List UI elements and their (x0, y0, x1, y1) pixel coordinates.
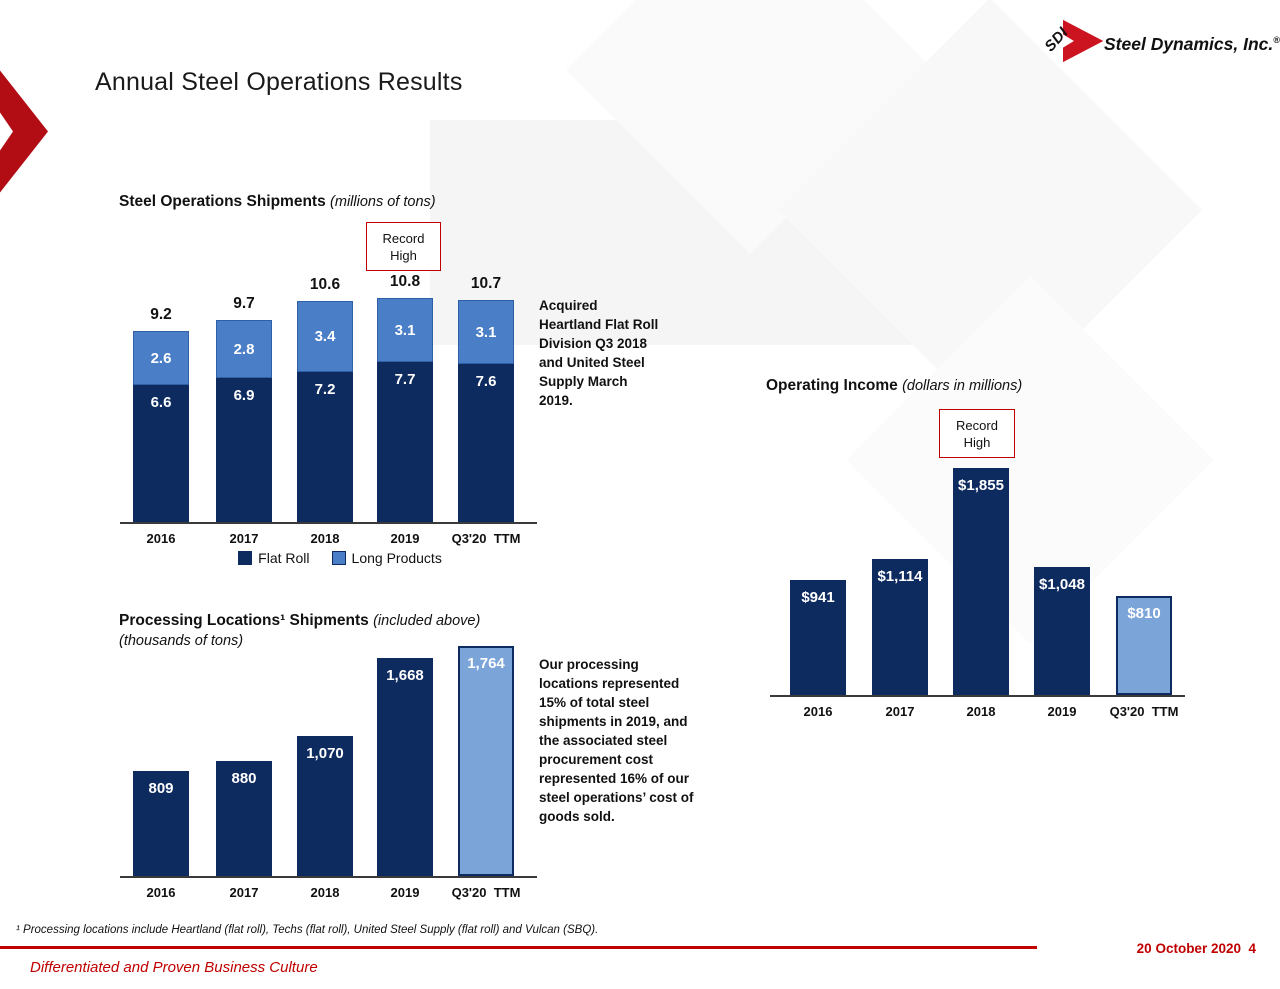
bar (133, 771, 189, 876)
bar-value-label: 7.2 (314, 381, 336, 398)
bar-value-label: $1,048 (1039, 576, 1085, 593)
bar-value-label: $810 (1127, 605, 1161, 622)
legend-item-flat-roll: Flat Roll (238, 550, 310, 566)
bar-segment-long-products (216, 320, 272, 378)
bar-value-label: 809 (148, 780, 174, 797)
bar (377, 658, 433, 876)
bar-total-label: 10.6 (309, 276, 341, 293)
bar-total-label: 9.2 (150, 306, 172, 323)
bar (1116, 596, 1172, 695)
bar (216, 761, 272, 876)
legend-item-long-products: Long Products (331, 550, 442, 566)
x-axis-label: 2019 (390, 885, 420, 900)
bar-segment-flat-roll (133, 385, 189, 522)
footer-tagline: Differentiated and Proven Business Cultu… (30, 959, 318, 976)
x-axis-label: 2018 (966, 704, 996, 719)
bar (872, 559, 928, 695)
bar-total-label: 10.7 (470, 275, 502, 292)
operating-income-title-text: Operating Income (766, 377, 898, 394)
bar-value-label: $1,114 (877, 568, 923, 585)
legend-label-flat-roll: Flat Roll (258, 550, 310, 566)
bar (790, 580, 846, 695)
bar-value-label: 2.6 (150, 349, 172, 367)
bar-value-label: 880 (231, 770, 257, 787)
bar-value-label: 2.8 (233, 340, 255, 358)
bar-value-label: 7.7 (394, 371, 416, 388)
bar-segment-long-products (377, 298, 433, 362)
shipments-chart-title: Steel Operations Shipments (millions of … (119, 193, 436, 211)
bar-segment-flat-roll (458, 364, 514, 522)
x-axis-label: 2017 (885, 704, 915, 719)
bar-value-label: $1,855 (958, 477, 1004, 494)
bar-value-label: 1,764 (467, 655, 505, 672)
bar-segment-long-products (297, 301, 353, 372)
long-products-swatch-icon (331, 551, 346, 565)
sdi-logo-wordmark: Steel Dynamics, Inc.® (1104, 34, 1280, 55)
bar-value-label: $941 (801, 589, 835, 606)
bar-value-label: 6.6 (150, 394, 172, 411)
bar-segment-long-products (458, 300, 514, 364)
flat-roll-swatch-icon (238, 551, 253, 565)
x-axis-label: Q3'20 TTM (1109, 704, 1179, 719)
operating-income-subtitle: (dollars in millions) (902, 378, 1023, 394)
sdi-logo-registered-mark: ® (1273, 35, 1280, 46)
sdi-logo-wordmark-text: Steel Dynamics, Inc. (1104, 34, 1274, 54)
x-axis-label: 2017 (229, 885, 259, 900)
shipments-record-high-callout: Record High (366, 222, 441, 271)
processing-chart-title: Processing Locations¹ Shipments (include… (119, 612, 480, 630)
x-axis-label: 2016 (146, 885, 176, 900)
x-axis-label: 2016 (146, 531, 176, 546)
processing-subtitle: (included above) (373, 613, 481, 629)
acquired-note: Acquired Heartland Flat Roll Division Q3… (539, 298, 659, 408)
bar (297, 736, 353, 876)
bar-value-label: 7.6 (475, 373, 497, 390)
bar-segment-flat-roll (377, 362, 433, 522)
shipments-legend: Flat Roll Long Products (140, 550, 540, 566)
x-axis-label: 2017 (229, 531, 259, 546)
bar-total-label: 9.7 (233, 295, 255, 312)
shipments-chart-title-text: Steel Operations Shipments (119, 193, 326, 210)
x-axis-label: Q3'20 TTM (451, 885, 521, 900)
bar-segment-long-products (133, 331, 189, 385)
bar (953, 468, 1009, 695)
bar-value-label: 1,070 (306, 745, 344, 762)
bar-segment-flat-roll (297, 372, 353, 522)
footer-divider (0, 946, 1037, 949)
bar-value-label: 1,668 (386, 667, 424, 684)
footnote: ¹ Processing locations include Heartland… (16, 924, 599, 936)
bar-value-label: 3.1 (475, 323, 497, 341)
bar-value-label: 3.1 (394, 321, 416, 339)
shipments-x-axis (120, 522, 537, 524)
footer-page-number: 4 (1240, 941, 1256, 956)
legend-label-long-products: Long Products (351, 550, 442, 566)
processing-note: Our processing locations represented 15%… (539, 657, 694, 824)
operating-income-record-high-callout: Record High (939, 409, 1015, 458)
bar-segment-flat-roll (216, 378, 272, 522)
x-axis-label: 2016 (803, 704, 833, 719)
processing-title-text: Processing Locations¹ Shipments (119, 612, 369, 629)
operating-income-x-axis (770, 695, 1185, 697)
x-axis-label: 2019 (1047, 704, 1077, 719)
bar-total-label: 10.8 (389, 273, 421, 290)
footer-date-page: 20 October 2020 4 (1060, 941, 1256, 956)
processing-subtitle2: (thousands of tons) (119, 633, 244, 649)
shipments-chart-subtitle: (millions of tons) (330, 194, 436, 210)
bar (1034, 567, 1090, 695)
bar-value-label: 6.9 (233, 387, 255, 404)
footer-date: 20 October 2020 (1136, 941, 1241, 956)
page-title: Annual Steel Operations Results (95, 68, 463, 96)
x-axis-label: 2018 (310, 885, 340, 900)
x-axis-label: Q3'20 TTM (451, 531, 521, 546)
x-axis-label: 2019 (390, 531, 420, 546)
processing-x-axis (120, 876, 537, 878)
bar (458, 646, 514, 876)
bar-value-label: 3.4 (314, 328, 336, 345)
x-axis-label: 2018 (310, 531, 340, 546)
operating-income-chart-title: Operating Income (dollars in millions) (766, 377, 1022, 395)
